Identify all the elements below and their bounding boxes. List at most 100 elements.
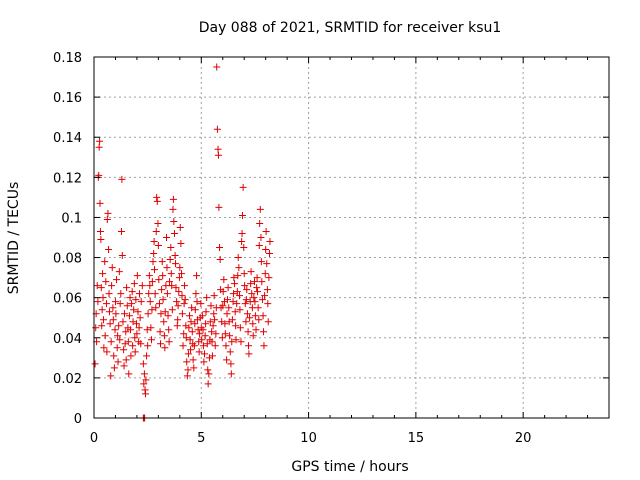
y-tick-label: 0.18 <box>53 51 82 66</box>
data-point <box>133 272 141 280</box>
data-point <box>198 312 206 320</box>
data-point <box>238 211 246 219</box>
data-point <box>228 316 236 324</box>
data-point <box>201 350 209 358</box>
data-point <box>178 292 186 300</box>
x-tick-label: 10 <box>300 431 317 446</box>
data-point <box>122 328 130 336</box>
data-point <box>247 280 255 288</box>
x-tick-label: 5 <box>197 431 205 446</box>
data-point <box>181 296 189 304</box>
data-point <box>210 292 218 300</box>
data-point <box>116 300 124 308</box>
data-point <box>229 298 237 306</box>
data-point <box>126 294 134 302</box>
data-point <box>148 278 156 286</box>
y-tick-label: 0.02 <box>53 372 82 387</box>
data-point <box>203 340 211 348</box>
data-point <box>161 344 169 352</box>
data-point <box>211 316 219 324</box>
data-point <box>151 266 159 274</box>
data-point <box>230 274 238 282</box>
data-point <box>266 238 274 246</box>
data-point <box>183 372 191 380</box>
data-point <box>111 298 119 306</box>
data-point <box>208 352 216 360</box>
data-point <box>163 264 171 272</box>
data-point <box>143 352 151 360</box>
data-point <box>180 330 188 338</box>
data-point <box>151 290 159 298</box>
y-axis-title: SRMTID / TECUs <box>6 182 22 295</box>
data-point <box>203 294 211 302</box>
data-point <box>103 215 111 223</box>
data-point <box>255 242 263 250</box>
data-point <box>157 310 165 318</box>
data-point <box>260 328 268 336</box>
data-point <box>234 272 242 280</box>
data-point <box>165 338 173 346</box>
data-point <box>207 302 215 310</box>
data-point <box>173 322 181 330</box>
data-point <box>251 312 259 320</box>
points-layer <box>91 63 274 422</box>
data-point <box>202 320 210 328</box>
data-point <box>238 229 246 237</box>
data-point <box>181 282 189 290</box>
data-point <box>253 274 261 282</box>
data-point <box>184 350 192 358</box>
data-point <box>249 320 257 328</box>
data-point <box>221 330 229 338</box>
data-point <box>128 288 136 296</box>
data-point <box>251 278 259 286</box>
data-point <box>257 234 265 241</box>
data-point <box>178 310 186 318</box>
data-point <box>125 312 133 320</box>
data-point <box>212 330 220 338</box>
data-point <box>115 268 123 276</box>
data-point <box>235 292 243 300</box>
data-point <box>170 217 178 225</box>
data-point <box>99 270 107 278</box>
data-point <box>118 252 126 260</box>
data-point <box>244 328 252 336</box>
data-point <box>112 310 120 318</box>
data-point <box>257 258 265 266</box>
data-point <box>204 380 212 388</box>
data-point <box>186 336 194 344</box>
data-point <box>110 352 118 360</box>
data-point <box>178 270 186 278</box>
data-point <box>229 290 237 298</box>
data-point <box>242 296 250 304</box>
data-point <box>208 338 216 346</box>
data-point <box>190 364 198 372</box>
data-point <box>104 209 112 217</box>
data-point <box>216 256 224 264</box>
data-point <box>116 336 124 344</box>
chart-title: Day 088 of 2021, SRMTID for receiver ksu… <box>199 20 502 36</box>
data-point <box>169 195 177 203</box>
data-point <box>250 294 258 302</box>
data-point <box>159 272 167 280</box>
data-point <box>117 290 125 298</box>
x-tick-label: 15 <box>408 431 425 446</box>
data-point <box>258 278 266 286</box>
data-point <box>161 308 169 316</box>
data-point <box>152 304 160 312</box>
data-point <box>102 300 110 308</box>
data-point <box>114 358 122 366</box>
data-point <box>227 360 235 368</box>
data-point <box>166 256 174 264</box>
data-point <box>249 332 257 340</box>
data-point <box>137 298 145 306</box>
data-point <box>97 284 105 292</box>
data-point <box>147 324 155 332</box>
data-point <box>174 316 182 324</box>
data-point <box>156 328 164 336</box>
data-point <box>166 278 174 286</box>
data-point <box>130 280 138 288</box>
data-point <box>160 332 168 340</box>
data-point <box>192 290 200 298</box>
data-point <box>131 348 139 356</box>
data-point <box>105 290 113 298</box>
